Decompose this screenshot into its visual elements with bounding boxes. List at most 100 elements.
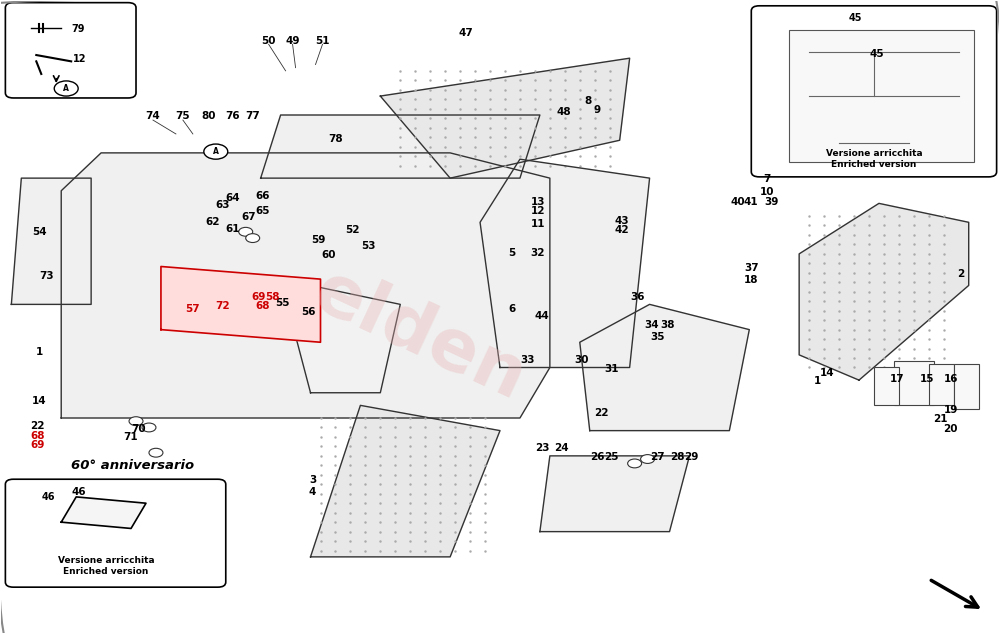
Text: 10: 10 [760,187,775,197]
Text: 22: 22 [594,408,609,418]
Text: 13: 13 [531,197,545,207]
Text: 41: 41 [744,197,759,207]
Text: 64: 64 [225,193,240,204]
Text: 53: 53 [361,242,376,251]
Text: 65: 65 [255,206,270,216]
Text: 69: 69 [251,292,266,302]
Text: 18: 18 [744,275,759,285]
Polygon shape [261,115,540,178]
Text: 23: 23 [535,443,549,453]
Polygon shape [61,153,550,418]
FancyBboxPatch shape [954,365,979,408]
Text: 58: 58 [265,292,280,302]
Text: 37: 37 [744,262,759,273]
Text: 75: 75 [176,112,190,121]
Text: 54: 54 [32,227,47,236]
Text: 4: 4 [309,488,316,498]
Text: 43: 43 [614,216,629,226]
Text: 44: 44 [535,311,549,321]
Text: 26: 26 [590,452,605,462]
Text: 46: 46 [72,488,86,498]
Text: 21: 21 [934,414,948,424]
Text: 68: 68 [255,301,270,311]
Text: 70: 70 [132,424,146,434]
Text: 7: 7 [764,174,771,184]
Text: 60: 60 [321,250,336,260]
Text: 56: 56 [301,307,316,317]
Text: 73: 73 [39,271,54,281]
Circle shape [129,417,143,425]
Polygon shape [61,497,146,529]
FancyBboxPatch shape [874,368,899,405]
Text: 36: 36 [630,292,645,302]
Polygon shape [799,204,969,380]
Text: 50: 50 [261,36,276,46]
Text: 1: 1 [813,377,821,386]
Text: 39: 39 [764,197,778,207]
Text: 47: 47 [459,28,473,38]
FancyBboxPatch shape [929,365,954,405]
Circle shape [54,81,78,96]
Text: 59: 59 [311,235,326,245]
Circle shape [204,144,228,159]
Text: 16: 16 [943,374,958,384]
Text: 12: 12 [73,55,87,65]
Text: 17: 17 [890,374,904,384]
Polygon shape [580,304,749,430]
Text: 40: 40 [730,197,745,207]
Text: 27: 27 [650,452,665,462]
Text: 52: 52 [345,225,360,235]
Text: 5: 5 [508,248,516,257]
Text: 24: 24 [555,443,569,453]
Text: 28: 28 [670,452,685,462]
Text: 34: 34 [644,320,659,330]
Circle shape [641,455,655,463]
Text: 2: 2 [957,269,964,279]
Text: A: A [213,147,219,156]
Polygon shape [540,456,689,532]
Circle shape [149,448,163,457]
Polygon shape [480,159,650,368]
Text: 60° anniversario: 60° anniversario [71,459,194,472]
Text: 33: 33 [521,355,535,365]
Text: 42: 42 [614,225,629,235]
Text: 29: 29 [684,452,699,462]
Text: 14: 14 [820,368,834,378]
Text: 32: 32 [531,248,545,257]
Text: Versione arricchita
Enriched version: Versione arricchita Enriched version [58,557,154,576]
Text: 80: 80 [202,112,216,121]
Circle shape [239,228,253,236]
FancyBboxPatch shape [894,361,934,405]
Text: 11: 11 [531,219,545,229]
Text: 8: 8 [584,96,591,106]
Circle shape [246,234,260,243]
Circle shape [628,459,642,468]
Polygon shape [380,58,630,178]
Text: 45: 45 [849,13,863,23]
Text: 6: 6 [508,304,516,314]
Polygon shape [311,405,500,557]
Text: 25: 25 [604,452,619,462]
Text: 45: 45 [870,49,884,60]
Polygon shape [291,285,400,392]
Polygon shape [11,178,91,304]
Text: Versione arricchita
Enriched version: Versione arricchita Enriched version [826,149,922,169]
Text: 14: 14 [32,396,47,406]
Text: 67: 67 [241,212,256,223]
Text: elden: elden [303,257,537,415]
Text: 22: 22 [30,421,45,431]
Text: 71: 71 [124,432,138,442]
Text: 19: 19 [944,405,958,415]
Text: 38: 38 [660,320,675,330]
Text: 15: 15 [920,374,934,384]
Text: 78: 78 [328,134,343,144]
Text: 72: 72 [215,301,230,311]
Text: 66: 66 [255,191,270,201]
Text: 55: 55 [275,298,290,308]
Text: 51: 51 [315,36,330,46]
Text: 74: 74 [146,112,160,121]
Text: 48: 48 [557,107,571,117]
Text: 77: 77 [245,112,260,121]
Text: 35: 35 [650,332,665,342]
Text: 76: 76 [225,112,240,121]
